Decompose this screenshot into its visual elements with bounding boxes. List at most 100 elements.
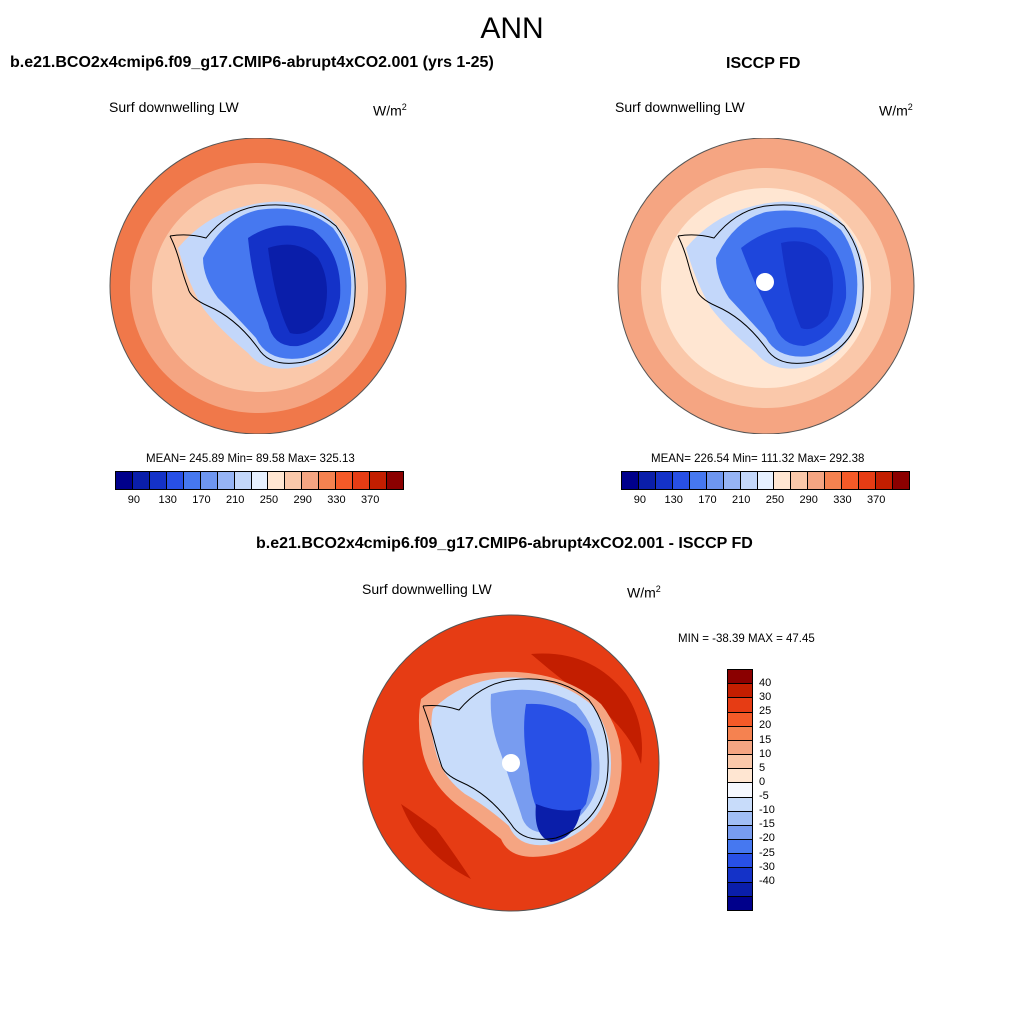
colorbar-tick-label: 0 (759, 775, 766, 788)
colorbar-swatch-11 (302, 472, 320, 489)
colorbar-tick-label: 210 (225, 494, 245, 506)
diff-map-ice-core (524, 703, 592, 826)
main-title: ANN (480, 12, 544, 45)
colorbar-swatch-2 (655, 472, 673, 489)
model-map-edge (109, 138, 407, 434)
colorbar-swatch-15 (370, 472, 387, 489)
colorbar-tick-label: -25 (759, 846, 775, 859)
diff-pole-hole (502, 754, 520, 772)
colorbar-swatch-10 (285, 472, 303, 489)
model-map-ice-deep (268, 244, 327, 334)
colorbar-tick-label: -40 (759, 874, 775, 887)
model-colorbar-ticks: 90 130 170 210 250 290 330 370 (115, 494, 404, 508)
colorbar-swatch-8 (728, 783, 752, 798)
colorbar-tick-label: 290 (293, 494, 312, 506)
colorbar-tick-label: 330 (833, 494, 852, 506)
colorbar-swatch-8 (757, 472, 775, 489)
colorbar-swatch-8 (251, 472, 269, 489)
colorbar-tick-label: 290 (799, 494, 818, 506)
colorbar-swatch-4 (728, 726, 752, 741)
colorbar-tick-label: -20 (759, 832, 775, 845)
colorbar-swatch-2 (728, 698, 752, 713)
diff-panel-title: b.e21.BCO2x4cmip6.f09_g17.CMIP6-abrupt4x… (256, 535, 753, 552)
colorbar-tick-label: 130 (158, 494, 177, 506)
colorbar-tick-label: -15 (759, 818, 775, 831)
colorbar-swatch-12 (825, 472, 843, 489)
diff-stats: MIN = -38.39 MAX = 47.45 (678, 633, 815, 645)
obs-pole-hole (756, 273, 774, 291)
model-panel-title: b.e21.BCO2x4cmip6.f09_g17.CMIP6-abrupt4x… (10, 54, 494, 71)
colorbar-tick-label: 90 (633, 494, 646, 506)
colorbar-swatch-12 (319, 472, 337, 489)
diff-colorbar (727, 669, 753, 911)
diff-variable-label: Surf downwelling LW (362, 581, 492, 597)
colorbar-tick-label: -10 (759, 804, 775, 817)
colorbar-swatch-0 (116, 472, 133, 489)
diff-units-label: W/m2 (627, 584, 661, 601)
colorbar-tick-label: 370 (867, 494, 886, 506)
colorbar-swatch-11 (728, 825, 752, 841)
obs-variable-label: Surf downwelling LW (615, 99, 745, 115)
colorbar-tick-label: 90 (127, 494, 140, 506)
colorbar-tick-label: -30 (759, 860, 775, 873)
colorbar-swatch-1 (728, 684, 752, 699)
colorbar-tick-label: 5 (759, 761, 766, 774)
colorbar-swatch-15 (876, 472, 893, 489)
colorbar-swatch-10 (728, 811, 752, 826)
colorbar-swatch-6 (723, 472, 741, 489)
model-coastline (169, 204, 356, 364)
colorbar-swatch-13 (336, 472, 354, 489)
colorbar-swatch-15 (728, 882, 752, 897)
colorbar-swatch-9 (268, 472, 286, 489)
colorbar-swatch-16 (728, 896, 752, 910)
diff-coastline (422, 678, 609, 840)
diff-map-dark-patch (531, 653, 642, 764)
colorbar-tick-label: 20 (759, 719, 772, 732)
colorbar-swatch-6 (728, 755, 752, 770)
colorbar-swatch-7 (740, 472, 758, 489)
obs-panel-title: ISCCP FD (726, 55, 801, 72)
colorbar-swatch-3 (672, 472, 690, 489)
colorbar-swatch-5 (706, 472, 724, 489)
obs-colorbar-ticks: 90 130 170 210 250 290 330 370 (621, 494, 910, 508)
colorbar-swatch-6 (217, 472, 235, 489)
model-colorbar (115, 471, 404, 490)
colorbar-tick-label: 370 (361, 494, 380, 506)
obs-units-label: W/m2 (879, 102, 913, 119)
colorbar-swatch-1 (638, 472, 656, 489)
colorbar-tick-label: 10 (759, 747, 772, 760)
colorbar-tick-label: -5 (759, 790, 769, 803)
colorbar-swatch-13 (728, 854, 752, 869)
colorbar-tick-label: 170 (192, 494, 211, 506)
obs-stats: MEAN= 226.54 Min= 111.32 Max= 292.38 (651, 453, 865, 465)
colorbar-swatch-3 (728, 712, 752, 727)
model-variable-label: Surf downwelling LW (109, 99, 239, 115)
colorbar-swatch-1 (132, 472, 150, 489)
colorbar-swatch-4 (183, 472, 201, 489)
colorbar-tick-label: 30 (759, 691, 772, 704)
colorbar-tick-label: 250 (259, 494, 279, 506)
diff-map-edge (362, 614, 660, 912)
colorbar-swatch-9 (728, 797, 752, 812)
obs-map-edge (617, 138, 915, 434)
obs-polar-map (617, 138, 915, 434)
colorbar-swatch-9 (774, 472, 792, 489)
colorbar-swatch-5 (200, 472, 218, 489)
obs-map-ice-deep (781, 241, 833, 330)
colorbar-swatch-16 (893, 472, 909, 489)
diff-colorbar-ticks: 40 30 25 20 15 10 5 0 -5 -10 -15 -20 -25 -30 -40 (727, 669, 797, 909)
colorbar-tick-label: 15 (759, 733, 772, 746)
diff-polar-map (362, 614, 660, 912)
colorbar-swatch-2 (149, 472, 167, 489)
colorbar-swatch-14 (353, 472, 371, 489)
colorbar-tick-label: 250 (765, 494, 785, 506)
model-polar-map (109, 138, 407, 434)
colorbar-swatch-10 (791, 472, 809, 489)
colorbar-swatch-14 (859, 472, 877, 489)
colorbar-swatch-0 (728, 670, 752, 685)
colorbar-tick-label: 170 (698, 494, 717, 506)
obs-colorbar (621, 471, 910, 490)
colorbar-tick-label: 40 (759, 677, 772, 690)
colorbar-swatch-7 (728, 769, 752, 784)
diff-map-dark-patch-2 (401, 804, 471, 879)
